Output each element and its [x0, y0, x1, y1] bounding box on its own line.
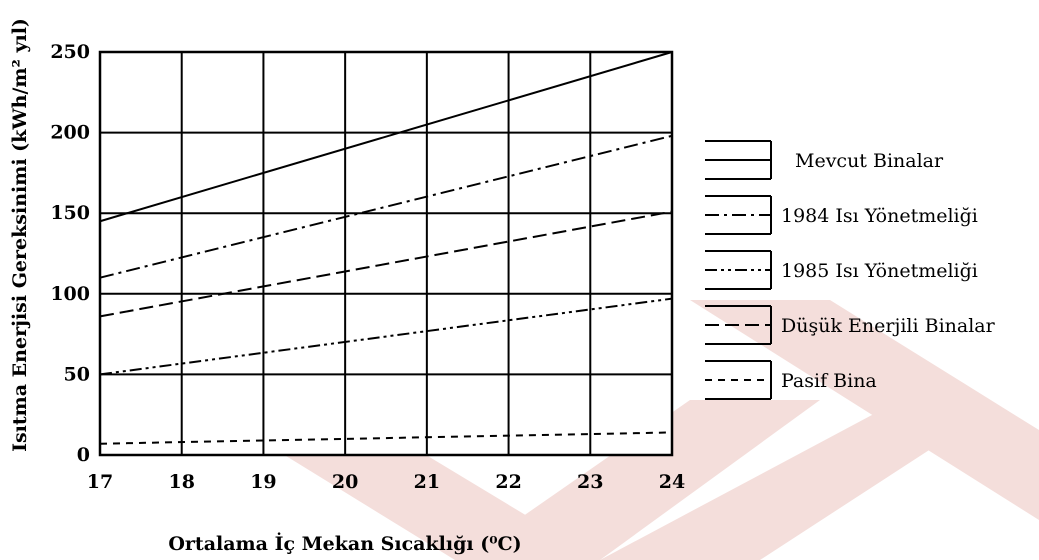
- x-tick-label: 18: [168, 471, 194, 493]
- grid: [99, 51, 673, 456]
- legend-entry: 1985 Isı Yönetmeliği: [781, 260, 978, 282]
- axes: 17 18 19 20 21 22 23 24 0 50 100 150 200 250: [50, 41, 685, 493]
- series-line-2: [99, 134, 673, 279]
- x-tick-label: 20: [332, 471, 358, 493]
- y-tick-label: 100: [50, 283, 90, 305]
- series-line-3: [99, 297, 673, 376]
- x-tick-label: 21: [414, 471, 440, 493]
- y-tick-label: 50: [64, 363, 90, 385]
- y-tick-label: 0: [77, 444, 90, 466]
- x-tick-label: 22: [495, 471, 521, 493]
- x-axis-label: Ortalama İç Mekan Sıcaklığı (⁰C): [168, 532, 521, 555]
- legend-entry: 1984 Isı Yönetmeliği: [781, 205, 978, 227]
- x-tick-label: 23: [577, 471, 603, 493]
- plot-frame: [98, 50, 674, 457]
- y-tick-label: 250: [50, 41, 90, 63]
- x-tick-label: 17: [87, 471, 113, 493]
- legend: Mevcut Binalar 1984 Isı Yönetmeliği 1985 I…: [705, 140, 996, 400]
- series-line-5: [99, 431, 673, 445]
- x-tick-label: 19: [250, 471, 276, 493]
- y-tick-label: 150: [50, 202, 90, 224]
- x-tick-label: 24: [659, 471, 685, 493]
- legend-entry: Mevcut Binalar: [795, 150, 944, 172]
- y-axis-label: Isıtma Enerjisi Gereksinimi (kWh/m² yıl): [9, 18, 31, 452]
- series-line-4: [99, 210, 673, 318]
- y-tick-label: 200: [50, 122, 90, 144]
- legend-entry: Düşük Enerjili Binalar: [781, 315, 996, 337]
- legend-entry: Pasif Bina: [781, 370, 877, 392]
- series-lines: [99, 51, 673, 445]
- plot-area: [100, 52, 672, 455]
- series-line-1: [99, 51, 673, 223]
